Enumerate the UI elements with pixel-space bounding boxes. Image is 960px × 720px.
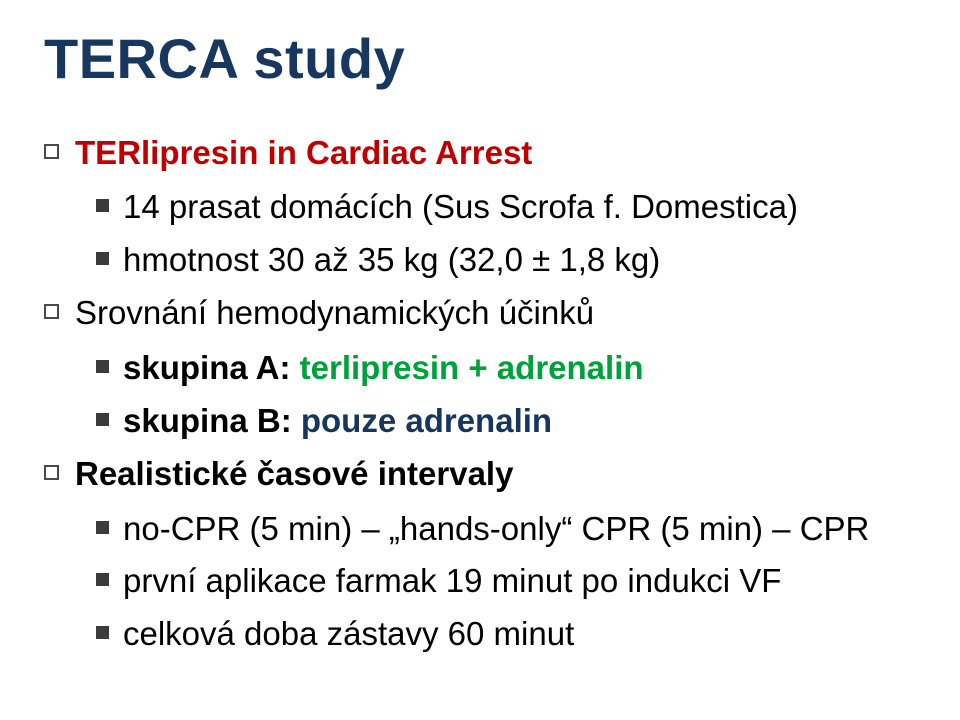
square-open-icon: [44, 144, 59, 159]
list-item: no-CPR (5 min) – „hands-only“ CPR (5 min…: [96, 506, 916, 553]
square-open-icon: [44, 465, 59, 480]
slide-title: TERCA study: [44, 28, 916, 90]
list-item-text: skupina A: terlipresin + adrenalin: [123, 345, 644, 392]
list-item: TERlipresin in Cardiac Arrest: [44, 130, 916, 177]
list-item-text: první aplikace farmak 19 minut po indukc…: [123, 558, 781, 605]
square-filled-icon: [96, 360, 109, 373]
slide-content: TERlipresin in Cardiac Arrest 14 prasat d…: [44, 130, 916, 659]
list-item-text: 14 prasat domácích (Sus Scrofa f. Domest…: [123, 184, 798, 231]
list-item: Srovnání hemodynamických účinků: [44, 290, 916, 337]
list-item: skupina B: pouze adrenalin: [96, 398, 916, 445]
list-item-text: celková doba zástavy 60 minut: [123, 611, 574, 658]
square-filled-icon: [96, 199, 109, 212]
list-item: skupina A: terlipresin + adrenalin: [96, 345, 916, 392]
list-item: celková doba zástavy 60 minut: [96, 611, 916, 658]
list-item-text: Realistické časové intervaly: [75, 451, 513, 498]
list-item-text: hmotnost 30 až 35 kg (32,0 ± 1,8 kg): [123, 237, 660, 284]
list-item-text: no-CPR (5 min) – „hands-only“ CPR (5 min…: [123, 506, 869, 553]
list-item: hmotnost 30 až 35 kg (32,0 ± 1,8 kg): [96, 237, 916, 284]
square-filled-icon: [96, 413, 109, 426]
list-item: první aplikace farmak 19 minut po indukc…: [96, 558, 916, 605]
square-filled-icon: [96, 252, 109, 265]
list-item-text: Srovnání hemodynamických účinků: [75, 290, 594, 337]
square-filled-icon: [96, 573, 109, 586]
slide: TERCA study TERlipresin in Cardiac Arres…: [0, 0, 960, 720]
list-item-text: TERlipresin in Cardiac Arrest: [75, 130, 532, 177]
list-item: Realistické časové intervaly: [44, 451, 916, 498]
square-open-icon: [44, 304, 59, 319]
list-item-text: skupina B: pouze adrenalin: [123, 398, 552, 445]
square-filled-icon: [96, 521, 109, 534]
list-item: 14 prasat domácích (Sus Scrofa f. Domest…: [96, 184, 916, 231]
square-filled-icon: [96, 626, 109, 639]
